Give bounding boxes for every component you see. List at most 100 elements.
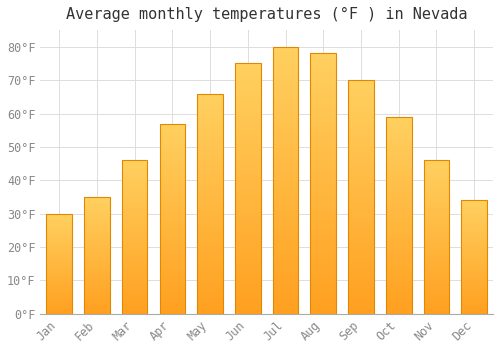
Bar (198, 228, 223, 230)
Bar (348, 162, 374, 164)
Bar (310, 82, 336, 85)
Bar (272, 303, 298, 306)
Bar (424, 279, 450, 280)
Bar (46, 216, 72, 217)
Bar (235, 256, 260, 259)
Bar (160, 137, 185, 139)
Bar (46, 240, 72, 241)
Bar (386, 202, 411, 204)
Bar (235, 189, 260, 191)
Bar (235, 259, 260, 261)
Bar (348, 274, 374, 276)
Bar (122, 222, 148, 223)
Bar (348, 150, 374, 153)
Bar (235, 139, 260, 141)
Bar (160, 158, 185, 160)
Bar (235, 111, 260, 113)
Bar (272, 231, 298, 234)
Bar (272, 279, 298, 282)
Bar (272, 234, 298, 236)
Bar (348, 143, 374, 146)
Bar (46, 269, 72, 270)
Bar (46, 310, 72, 311)
Bar (235, 66, 260, 69)
Bar (386, 243, 411, 245)
Bar (122, 289, 148, 291)
Bar (122, 187, 148, 188)
Bar (424, 282, 450, 283)
Bar (310, 152, 336, 155)
Bar (46, 271, 72, 272)
Bar (348, 304, 374, 307)
Bar (46, 248, 72, 249)
Bar (386, 276, 411, 279)
Bar (310, 249, 336, 251)
Bar (386, 204, 411, 205)
Bar (424, 211, 450, 212)
Bar (424, 248, 450, 250)
Bar (348, 134, 374, 136)
Bar (386, 182, 411, 184)
Bar (122, 206, 148, 208)
Bar (160, 171, 185, 173)
Bar (462, 213, 487, 214)
Bar (424, 205, 450, 206)
Bar (122, 196, 148, 197)
Bar (198, 206, 223, 208)
Bar (198, 224, 223, 226)
Bar (424, 294, 450, 295)
Bar (122, 285, 148, 286)
Bar (160, 215, 185, 217)
Bar (84, 201, 110, 202)
Bar (84, 243, 110, 244)
Bar (160, 247, 185, 249)
Bar (122, 225, 148, 226)
Bar (462, 305, 487, 306)
Bar (462, 229, 487, 230)
Bar (386, 162, 411, 164)
Bar (84, 247, 110, 248)
Bar (272, 138, 298, 140)
Bar (424, 163, 450, 165)
Bar (160, 230, 185, 232)
Bar (424, 171, 450, 173)
Bar (46, 241, 72, 242)
Bar (272, 90, 298, 92)
Bar (198, 296, 223, 299)
Bar (46, 313, 72, 314)
Bar (84, 290, 110, 292)
Bar (424, 226, 450, 228)
Bar (235, 216, 260, 219)
Bar (235, 178, 260, 181)
Bar (386, 176, 411, 178)
Bar (272, 178, 298, 180)
Bar (424, 240, 450, 242)
Bar (386, 279, 411, 280)
Bar (424, 285, 450, 286)
Bar (160, 150, 185, 152)
Bar (160, 272, 185, 274)
Bar (310, 244, 336, 246)
Bar (198, 168, 223, 171)
Bar (160, 203, 185, 205)
Bar (462, 283, 487, 284)
Bar (235, 154, 260, 156)
Bar (235, 196, 260, 199)
Bar (84, 301, 110, 302)
Bar (310, 309, 336, 311)
Bar (272, 271, 298, 274)
Bar (424, 228, 450, 229)
Bar (424, 291, 450, 292)
Bar (386, 302, 411, 304)
Bar (348, 218, 374, 220)
Bar (235, 63, 260, 314)
Bar (424, 209, 450, 211)
Bar (348, 87, 374, 90)
Bar (160, 264, 185, 266)
Bar (272, 47, 298, 49)
Bar (462, 200, 487, 202)
Bar (160, 301, 185, 302)
Bar (84, 262, 110, 264)
Bar (310, 100, 336, 103)
Bar (348, 293, 374, 295)
